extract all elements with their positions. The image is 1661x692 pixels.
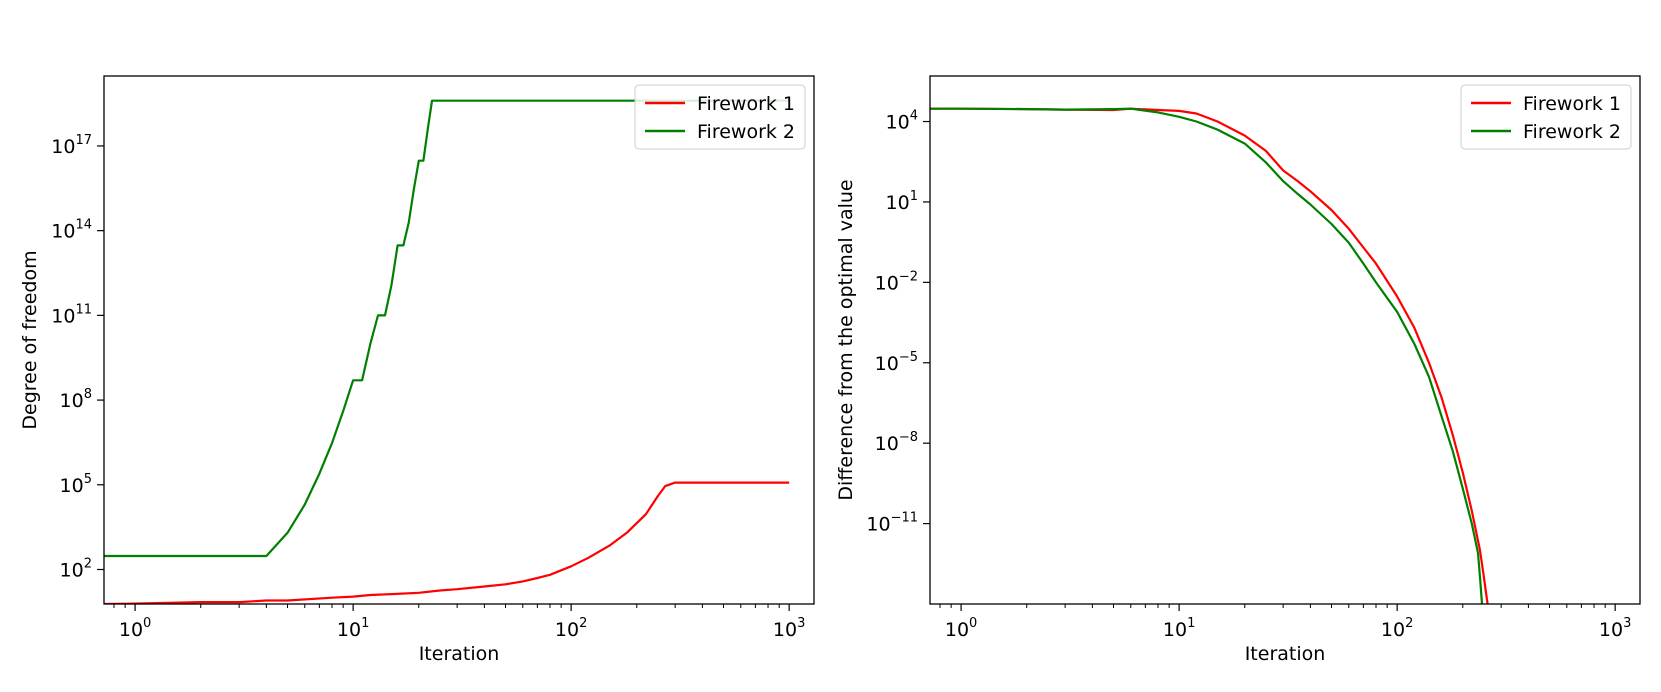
y-tick-label: 104 [886,109,918,134]
legend-box [1460,84,1632,150]
legend-entry: Firework 2 [697,121,795,143]
legend-entry: Firework 1 [1523,93,1621,115]
x-tick-label: 101 [1163,616,1195,641]
left-panel: 100 101 102 103 102 105 108 1011 1014 1017 Iterati… [19,75,815,665]
legend-box [634,84,806,150]
x-tick-label: 102 [1381,616,1413,641]
series-line-1 [104,481,790,604]
series-line-2 [104,99,790,558]
series-line-1 [930,107,1489,604]
legend-entry: Firework 2 [1523,121,1621,143]
y-tick-label: 1014 [51,218,92,243]
y-tick-label: 102 [60,556,92,581]
y-tick-label: 108 [60,387,92,412]
y-axis-label: Degree of freedom [19,250,41,429]
axes-frame [103,75,815,605]
legend: Firework 1 Firework 2 [1460,84,1632,150]
axes-frame [929,75,1641,605]
y-tick-label: 10−8 [875,430,918,455]
y-tick-label: 1011 [51,302,92,327]
x-tick-label: 102 [555,616,587,641]
y-tick-label: 105 [60,472,92,497]
y-tick-label: 1017 [51,133,92,158]
x-tick-label: 100 [119,616,151,641]
legend: Firework 1 Firework 2 [634,84,806,150]
legend-entry: Firework 1 [697,93,795,115]
y-tick-label: 10−5 [875,350,918,375]
series-lines [930,107,1489,604]
series-line-2 [930,107,1484,604]
y-axis-label: Difference from the optimal value [835,179,857,500]
series-lines [104,99,790,604]
x-tick-label: 100 [945,616,977,641]
y-tick-label: 101 [886,189,918,214]
y-tick-label: 10−2 [875,269,918,294]
x-tick-label: 101 [337,616,369,641]
x-axis-label: Iteration [419,643,500,665]
x-tick-label: 103 [773,616,805,641]
x-tick-label: 103 [1599,616,1631,641]
y-tick-label: 10−11 [866,511,918,536]
right-panel: 100 101 102 103 10−11 10−8 10−5 10−2 101 104 Itera… [835,75,1641,665]
x-axis-label: Iteration [1245,643,1326,665]
